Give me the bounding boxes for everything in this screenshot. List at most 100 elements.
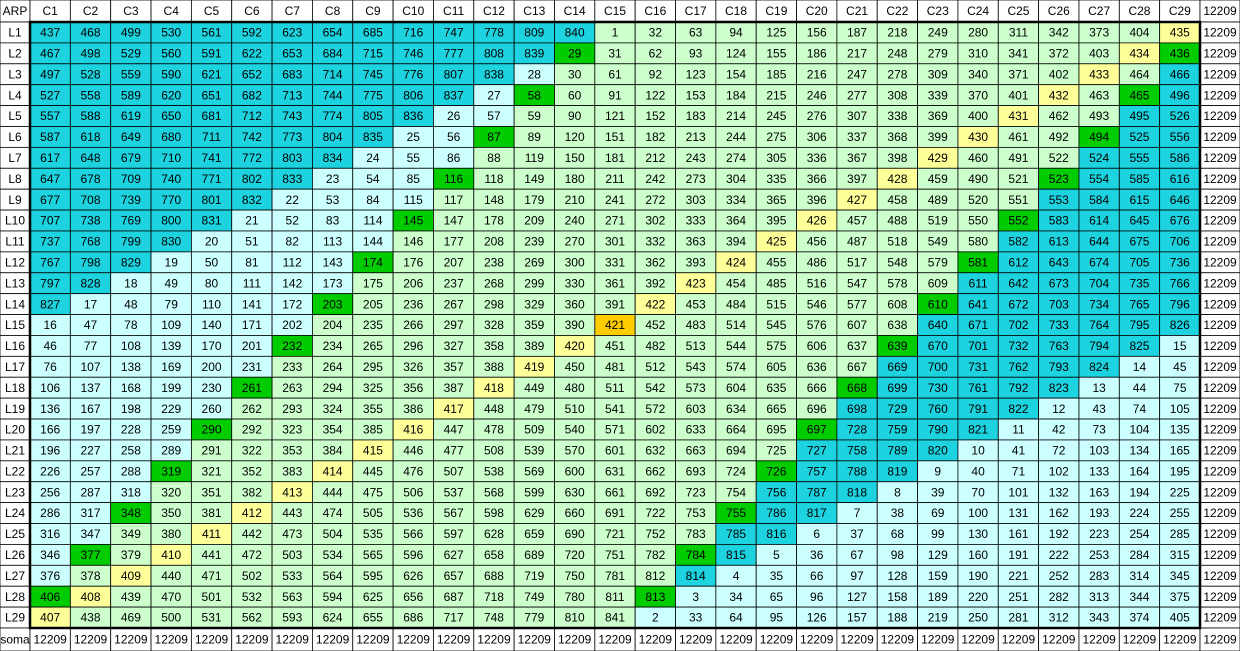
- row-total: 12209: [1203, 67, 1237, 81]
- cell-value: 385: [363, 423, 383, 437]
- cell-value: 97: [850, 569, 864, 583]
- column-header: C17: [685, 4, 707, 18]
- cell-value: 122: [645, 88, 665, 102]
- cell-value: 295: [363, 360, 383, 374]
- cell-value: 507: [444, 464, 464, 478]
- cell-value: 455: [766, 255, 786, 269]
- cell-value: 760: [928, 402, 948, 416]
- cell-value: 386: [403, 402, 423, 416]
- cell-value: 684: [323, 47, 343, 61]
- cell-value: 643: [1049, 255, 1069, 269]
- cell-value: 408: [81, 590, 101, 604]
- column-header: C26: [1048, 4, 1070, 18]
- cell-value: 314: [1129, 569, 1149, 583]
- cell-value: 70: [971, 485, 985, 499]
- cell-value: 230: [202, 381, 222, 395]
- cell-value: 48: [124, 297, 138, 311]
- cell-value: 492: [1049, 130, 1069, 144]
- cell-value: 472: [242, 548, 262, 562]
- cell-value: 154: [726, 67, 746, 81]
- cell-value: 764: [1089, 318, 1109, 332]
- cell-value: 423: [686, 276, 706, 290]
- cell-value: 590: [161, 67, 181, 81]
- cell-value: 184: [726, 88, 746, 102]
- row-label: L11: [5, 235, 24, 249]
- cell-value: 104: [1129, 423, 1149, 437]
- cell-value: 411: [202, 527, 221, 541]
- cell-value: 529: [121, 47, 141, 61]
- cell-value: 98: [891, 548, 905, 562]
- row-label: L28: [5, 590, 25, 604]
- cell-value: 563: [282, 590, 302, 604]
- cell-value: 629: [524, 506, 544, 520]
- cell-value: 620: [161, 88, 181, 102]
- cell-value: 734: [1089, 297, 1109, 311]
- cell-value: 405: [1170, 611, 1190, 625]
- column-sum: 12209: [316, 633, 350, 647]
- cell-value: 321: [202, 464, 222, 478]
- cell-value: 9: [934, 464, 941, 478]
- cell-value: 633: [686, 423, 706, 437]
- row-label: L24: [5, 506, 25, 520]
- cell-value: 120: [565, 130, 585, 144]
- cell-value: 606: [807, 339, 827, 353]
- cell-value: 257: [81, 464, 101, 478]
- cell-value: 437: [40, 26, 60, 40]
- cell-value: 353: [282, 444, 302, 458]
- cell-value: 94: [729, 26, 743, 40]
- cell-value: 419: [524, 360, 544, 374]
- cell-value: 818: [847, 485, 867, 499]
- cell-value: 535: [363, 527, 383, 541]
- cell-value: 503: [282, 548, 302, 562]
- cell-value: 59: [528, 109, 542, 123]
- column-header: C4: [164, 4, 180, 18]
- cell-value: 306: [807, 130, 827, 144]
- cell-value: 832: [242, 193, 262, 207]
- row-total: 12209: [1203, 569, 1237, 583]
- cell-value: 748: [484, 611, 504, 625]
- row-label: L16: [5, 339, 25, 353]
- cell-value: 610: [928, 297, 948, 311]
- row-total: 12209: [1203, 339, 1237, 353]
- cell-value: 444: [323, 485, 343, 499]
- cell-value: 117: [444, 193, 463, 207]
- cell-value: 420: [565, 339, 585, 353]
- column-header: C8: [325, 4, 341, 18]
- cell-value: 646: [1170, 193, 1190, 207]
- cell-value: 2: [652, 611, 659, 625]
- row-label: L20: [5, 423, 25, 437]
- cell-value: 493: [1089, 109, 1109, 123]
- cell-value: 231: [242, 360, 262, 374]
- cell-value: 495: [1129, 109, 1149, 123]
- cell-value: 743: [282, 109, 302, 123]
- row-total: 12209: [1203, 276, 1237, 290]
- cell-value: 460: [968, 151, 988, 165]
- cell-value: 335: [766, 172, 786, 186]
- cell-value: 5: [773, 548, 780, 562]
- cell-value: 319: [161, 464, 181, 478]
- cell-value: 565: [363, 548, 383, 562]
- cell-value: 65: [770, 590, 784, 604]
- grand-total: 12209: [1203, 633, 1237, 647]
- column-header: C23: [927, 4, 949, 18]
- cell-value: 422: [645, 297, 665, 311]
- column-header: C9: [365, 4, 381, 18]
- cell-value: 126: [807, 611, 827, 625]
- cell-value: 834: [323, 151, 343, 165]
- cell-value: 652: [242, 67, 262, 81]
- cell-value: 474: [323, 506, 343, 520]
- cell-value: 668: [847, 381, 867, 395]
- cell-value: 332: [645, 235, 665, 249]
- cell-value: 245: [766, 109, 786, 123]
- cell-value: 772: [242, 151, 262, 165]
- cell-value: 621: [202, 67, 222, 81]
- cell-value: 140: [202, 318, 222, 332]
- cell-value: 797: [40, 276, 60, 290]
- row-label: L21: [5, 444, 25, 458]
- cell-value: 214: [726, 109, 746, 123]
- cell-value: 75: [1173, 381, 1187, 395]
- cell-value: 737: [40, 235, 60, 249]
- cell-value: 785: [726, 527, 746, 541]
- cell-value: 111: [243, 276, 262, 290]
- cell-value: 698: [847, 402, 867, 416]
